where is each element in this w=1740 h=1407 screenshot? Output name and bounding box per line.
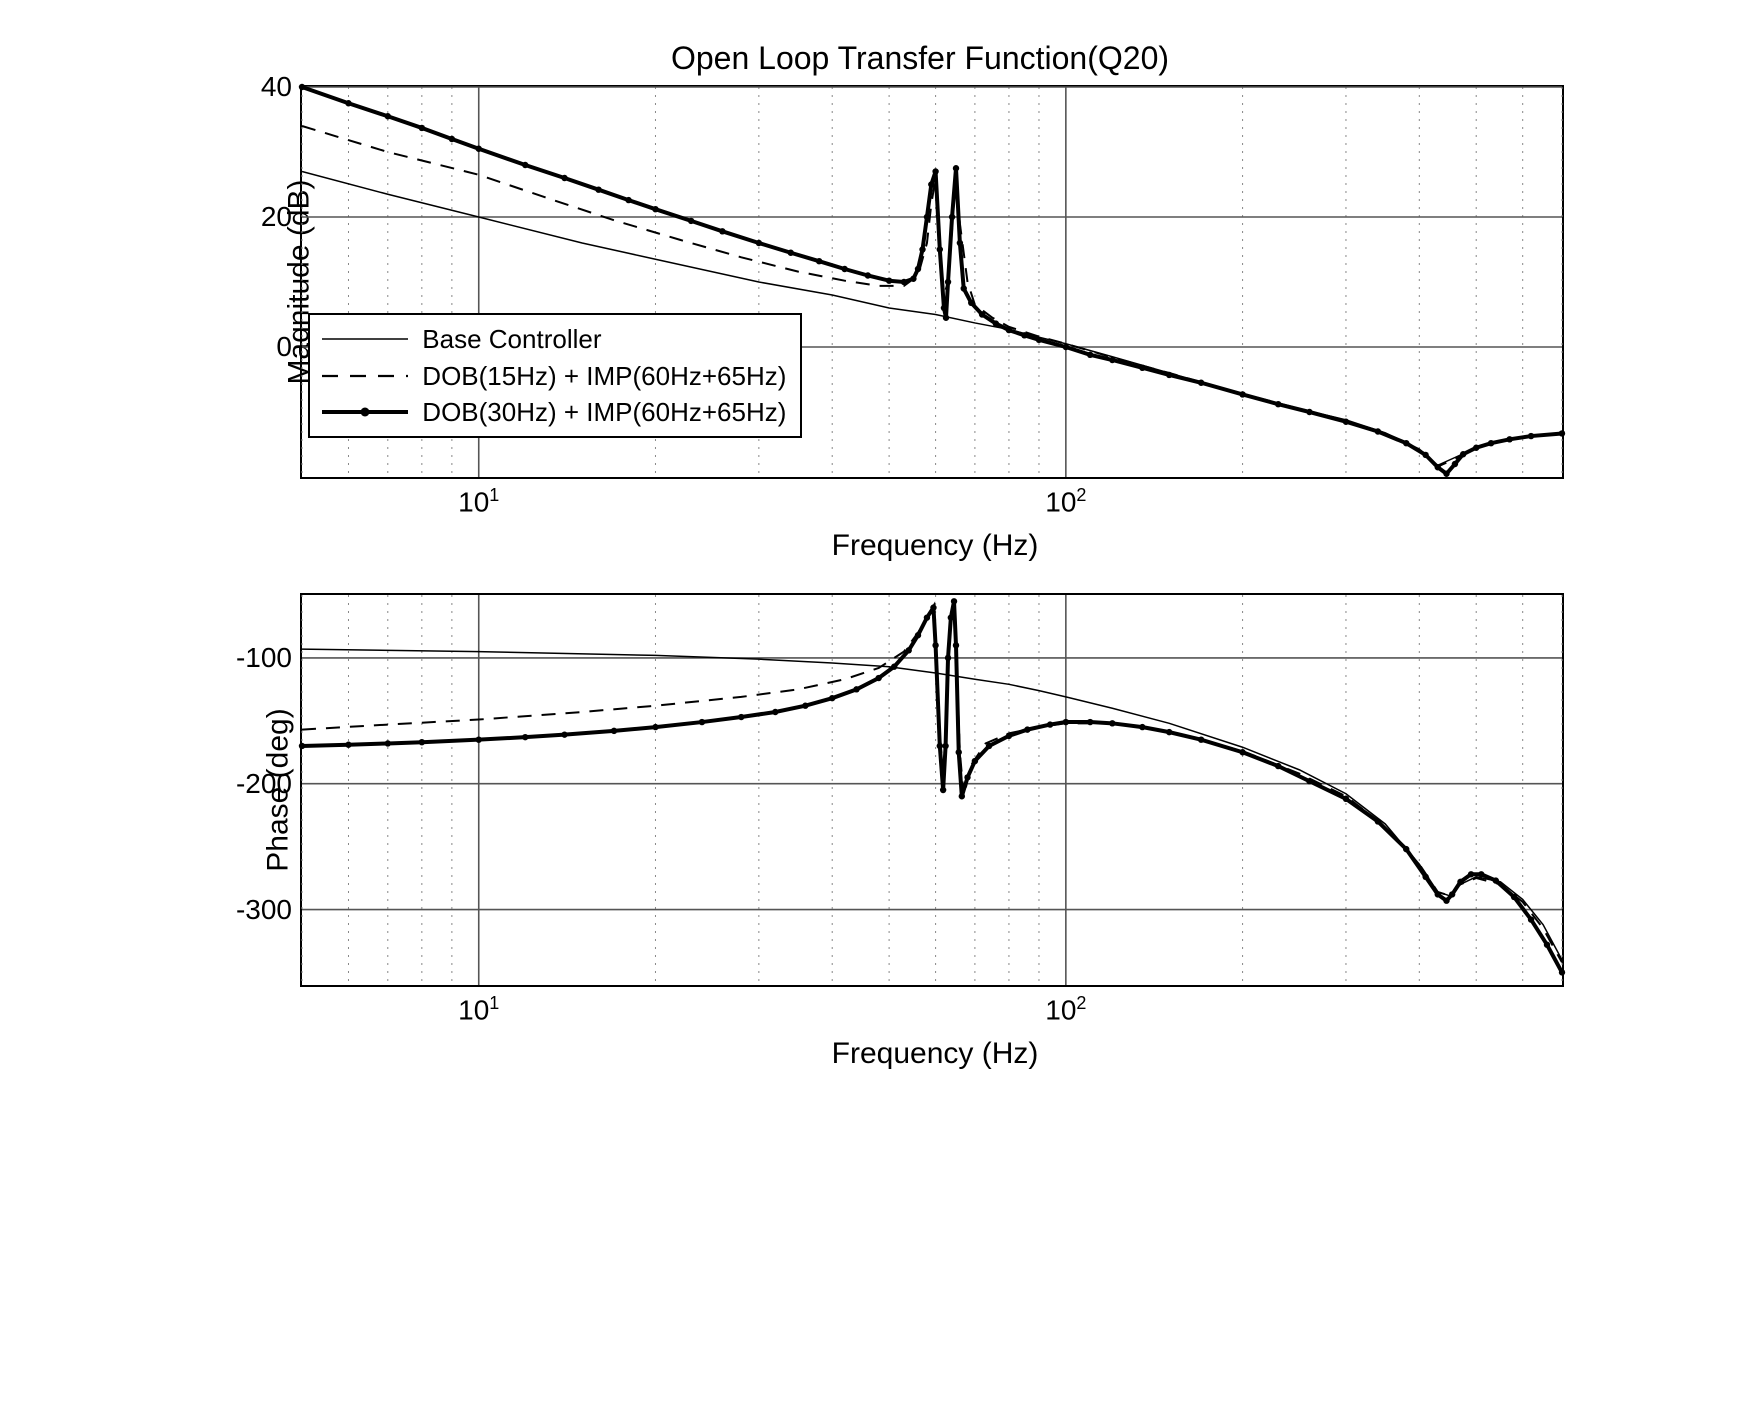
magnitude-xlabel: Frequency (Hz) [300,529,1570,563]
magnitude-panel: Magnitude (dB) Base ControllerDOB(15Hz) … [170,85,1570,563]
legend-row: Base Controller [320,321,786,357]
magnitude-plot-area: Magnitude (dB) Base ControllerDOB(15Hz) … [300,85,1564,479]
legend-label: DOB(30Hz) + IMP(60Hz+65Hz) [422,394,786,430]
phase-svg [302,595,1562,985]
legend-box: Base ControllerDOB(15Hz) + IMP(60Hz+65Hz… [308,313,802,438]
xtick-label: 101 [458,485,499,518]
phase-xlabel: Frequency (Hz) [300,1037,1570,1071]
ytick-label: -200 [236,768,292,800]
legend-label: Base Controller [422,321,601,357]
bode-figure: Open Loop Transfer Function(Q20) Magnitu… [170,40,1570,1071]
ytick-label: 0 [276,331,292,363]
xtick-label: 102 [1045,993,1086,1026]
legend-sample-icon [320,400,410,424]
legend-row: DOB(30Hz) + IMP(60Hz+65Hz) [320,394,786,430]
legend-sample-icon [320,327,410,351]
legend-row: DOB(15Hz) + IMP(60Hz+65Hz) [320,358,786,394]
ytick-label: -100 [236,642,292,674]
legend-label: DOB(15Hz) + IMP(60Hz+65Hz) [422,358,786,394]
legend-sample-icon [320,364,410,388]
ytick-label: 20 [261,201,292,233]
figure-title: Open Loop Transfer Function(Q20) [270,40,1570,77]
xtick-label: 101 [458,993,499,1026]
ytick-label: 40 [261,71,292,103]
phase-plot-area: Phase (deg) -100-200-300101102 [300,593,1564,987]
phase-panel: Phase (deg) -100-200-300101102 Frequency… [170,593,1570,1071]
ytick-label: -300 [236,894,292,926]
xtick-label: 102 [1045,485,1086,518]
